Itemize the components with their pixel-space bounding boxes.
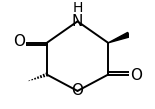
Text: O: O (71, 83, 84, 98)
Text: O: O (130, 68, 142, 83)
Polygon shape (108, 32, 130, 43)
Text: H: H (72, 1, 83, 15)
Text: N: N (72, 14, 83, 29)
Text: O: O (13, 34, 25, 49)
